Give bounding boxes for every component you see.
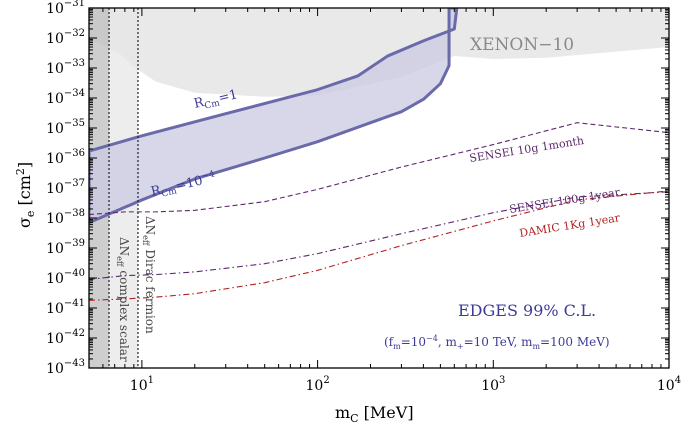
sensei-100g-1year-line: [89, 191, 669, 280]
edges-title-label: EDGES 99% C.L.: [458, 301, 596, 320]
y-tick-label: 10−41: [46, 298, 85, 317]
y-tick-label: 10−37: [46, 178, 85, 197]
xenon-10-label: XENON−10: [470, 35, 574, 55]
x-tick-label: 101: [130, 375, 154, 394]
x-tick-label: 103: [481, 375, 505, 394]
sensei-10g-1month-line: [89, 122, 669, 216]
y-tick-label: 10−34: [46, 88, 85, 107]
neff-dirac-fermion-label: ΔNeff Dirac fermion: [141, 216, 157, 334]
y-tick-label: 10−39: [46, 238, 85, 257]
tick-labels: 101 102 103 104 10−31 10−32 10−33 10−34 10−35 10−…: [46, 0, 681, 394]
y-tick-label: 10−31: [46, 0, 85, 17]
rcm-1e-4-label: RCm=10−4: [149, 169, 218, 201]
y-tick-label: 10−38: [46, 208, 85, 227]
x-tick-label: 104: [657, 375, 681, 394]
x-tick-label: 102: [305, 375, 329, 394]
xenon-10-region: [89, 8, 669, 97]
x-axis-label: mC [MeV]: [335, 403, 414, 425]
y-tick-label: 10−43: [46, 358, 85, 377]
y-tick-label: 10−32: [46, 28, 85, 47]
y-tick-label: 10−36: [46, 148, 85, 167]
y-tick-label: 10−42: [46, 328, 85, 347]
plot-area: [89, 8, 669, 368]
y-axis-label: σe [cm2]: [14, 162, 37, 228]
sensei-100g-label: SENSEI 100g 1year: [508, 186, 621, 216]
edges-region: [89, 8, 459, 225]
damic-1kg-1year-line: [89, 190, 669, 301]
damic-label: DAMIC 1Kg 1year: [518, 211, 621, 240]
y-tick-label: 10−35: [46, 118, 85, 137]
y-tick-label: 10−33: [46, 58, 85, 77]
neff-complex-scalar-label: ΔNeff complex scalar: [115, 237, 131, 362]
plot-frame: [88, 7, 670, 369]
edges-params-label: (fm=10−4, m+=10 TeV, mm=100 MeV): [384, 334, 610, 351]
sensei-10g-label: SENSEI 10g 1month: [468, 134, 584, 165]
y-tick-label: 10−40: [46, 268, 85, 287]
